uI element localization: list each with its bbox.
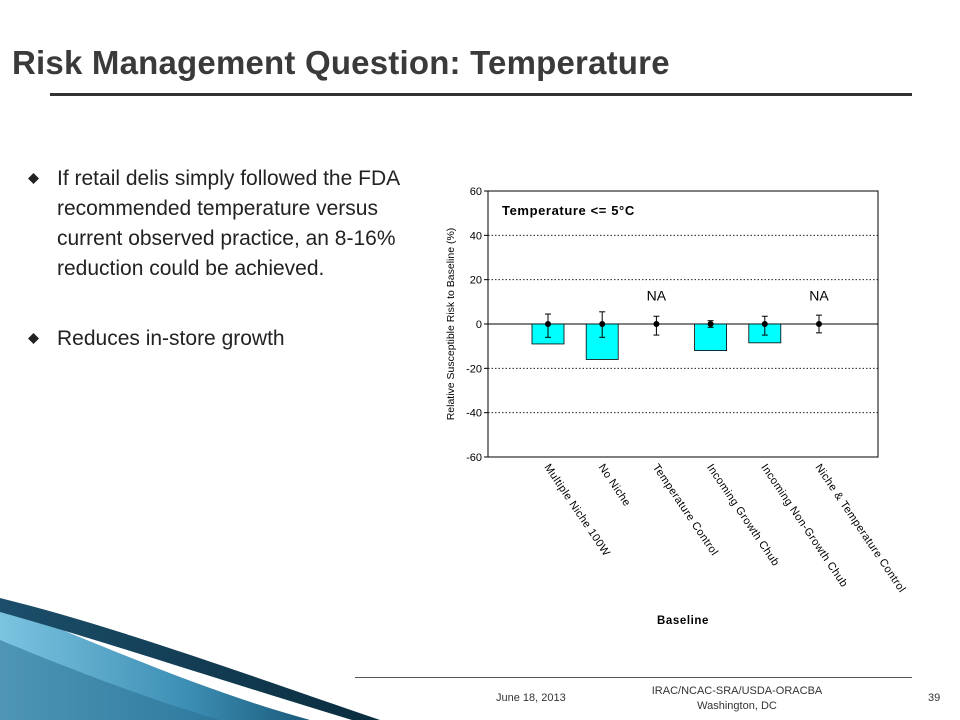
data-point: [545, 321, 551, 327]
na-label: NA: [647, 288, 667, 304]
footer-rule: [355, 677, 912, 678]
y-tick-label: 20: [470, 275, 482, 287]
footer-org-line: Washington, DC: [697, 700, 777, 712]
y-tick-label: 40: [470, 230, 482, 242]
y-tick-label: 60: [470, 186, 482, 198]
data-point: [707, 321, 714, 327]
y-tick-label: -60: [466, 452, 482, 464]
bullet-text: If retail delis simply followed the FDA …: [57, 167, 399, 280]
page-number: 39: [928, 692, 941, 704]
y-axis-label: Relative Susceptible Risk to Baseline (%…: [445, 228, 457, 421]
data-point: [761, 321, 768, 327]
footer-org-line: IRAC/NCAC-SRA/USDA-ORACBA: [651, 685, 823, 697]
data-point: [653, 321, 660, 327]
bullet-square-icon: [28, 173, 39, 184]
data-point: [816, 321, 822, 327]
bullet-square-icon: [28, 333, 39, 344]
bullet-list: If retail delis simply followed the FDA …: [28, 164, 408, 354]
footer-organization: IRAC/NCAC-SRA/USDA-ORACBA Washington, DC: [612, 684, 862, 714]
y-tick-label: -40: [466, 408, 482, 420]
y-tick-label: 0: [476, 319, 482, 331]
slide-title: Risk Management Question: Temperature: [12, 44, 670, 81]
chart-annotation: Temperature <= 5°C: [502, 203, 635, 218]
bullet-item: Reduces in-store growth: [28, 324, 408, 354]
bullet-item: If retail delis simply followed the FDA …: [28, 164, 408, 284]
bullet-text: Reduces in-store growth: [57, 327, 285, 350]
title-underline: [50, 93, 912, 96]
footer-date: June 18, 2013: [496, 692, 566, 704]
na-label: NA: [809, 288, 829, 304]
y-tick-label: -20: [466, 363, 482, 375]
data-point: [599, 321, 606, 327]
x-axis-label: Baseline: [657, 615, 709, 627]
